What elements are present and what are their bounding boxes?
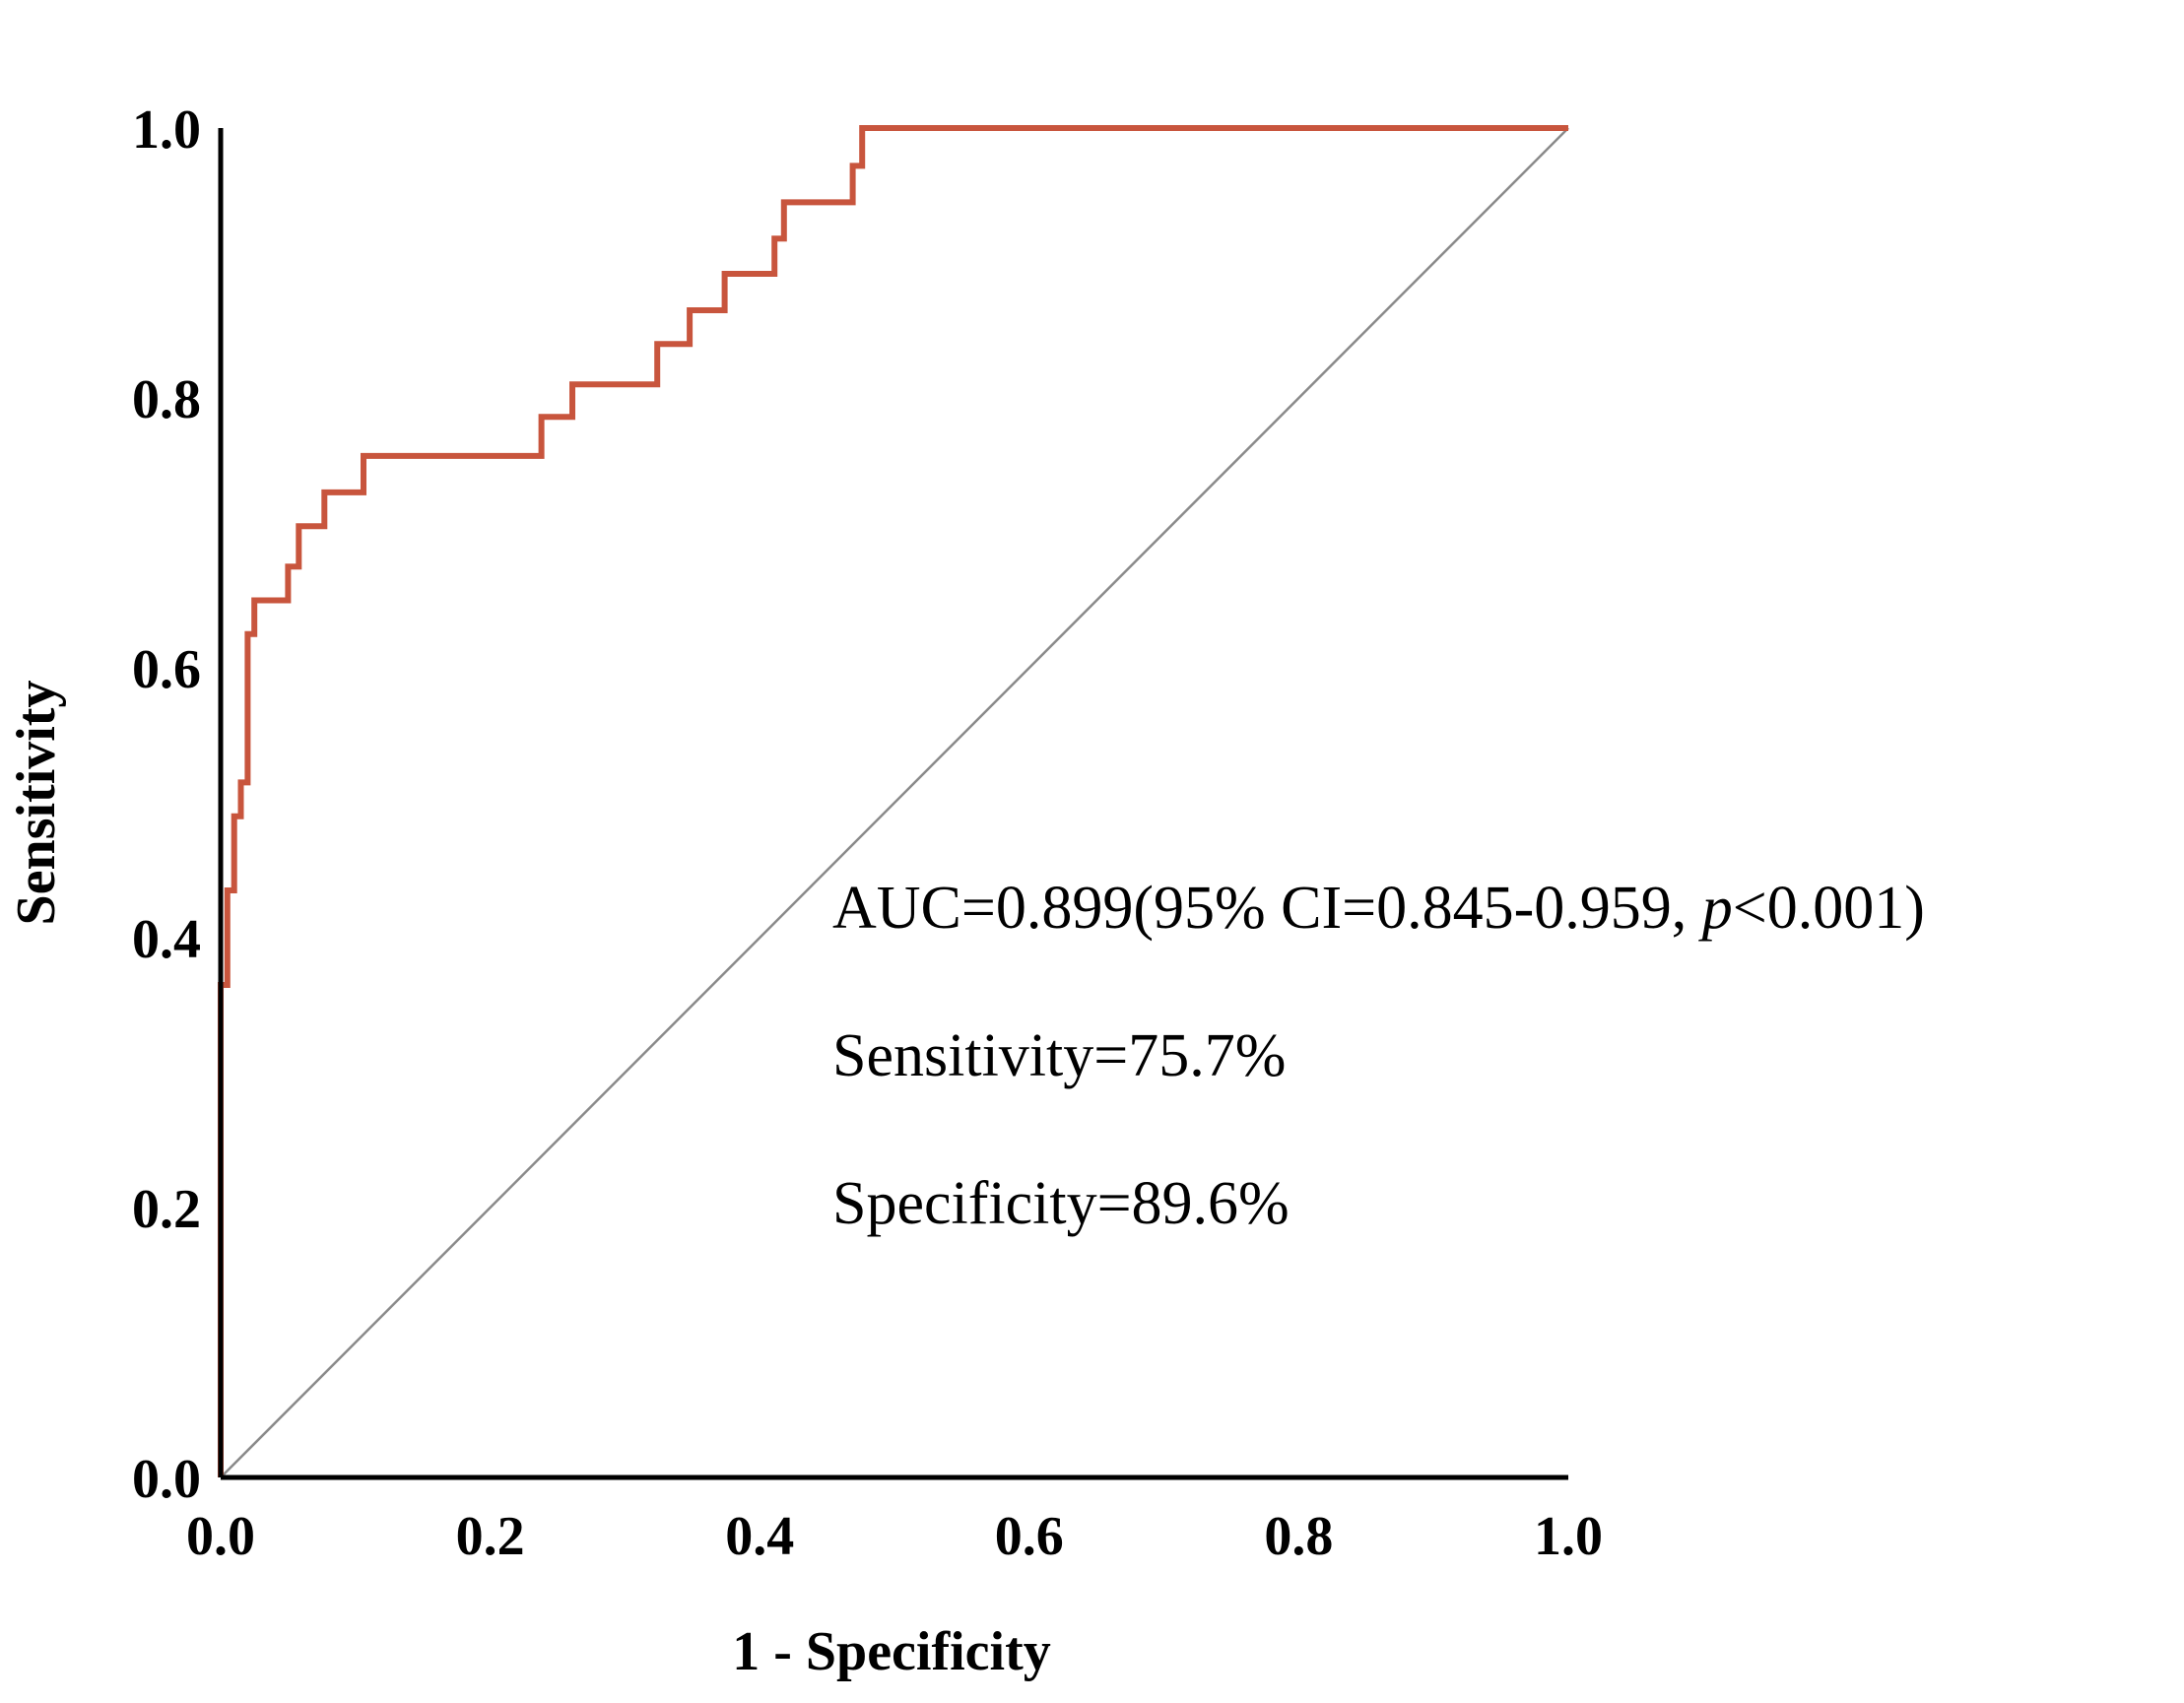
auc-annotation-suffix: <0.001) bbox=[1733, 875, 1925, 942]
y-axis-title: Sensitivity bbox=[6, 681, 67, 926]
x-axis-ticks: 0.0 0.2 0.4 0.6 0.8 1.0 bbox=[186, 1506, 1603, 1567]
roc-curve-line bbox=[218, 125, 1568, 1477]
auc-annotation-p: p bbox=[1698, 875, 1733, 942]
x-tick-label: 0.2 bbox=[456, 1506, 525, 1567]
y-tick-label: 1.0 bbox=[132, 99, 201, 161]
y-tick-label: 0.2 bbox=[132, 1179, 201, 1240]
reference-line bbox=[220, 127, 1569, 1478]
y-tick-label: 0.4 bbox=[132, 909, 201, 970]
sensitivity-annotation: Sensitivity=75.7% bbox=[832, 1022, 1286, 1089]
auc-annotation: AUC=0.899(95% CI=0.845-0.959, p<0.001) bbox=[832, 875, 1925, 942]
x-tick-label: 0.8 bbox=[1264, 1506, 1333, 1567]
auc-annotation-prefix: AUC=0.899(95% CI=0.845-0.959, bbox=[832, 875, 1702, 942]
specificity-annotation: Specificity=89.6% bbox=[832, 1170, 1290, 1237]
x-tick-label: 0.6 bbox=[995, 1506, 1064, 1567]
x-axis-title: 1 - Specificity bbox=[732, 1621, 1050, 1682]
x-tick-label: 0.0 bbox=[186, 1506, 255, 1567]
x-tick-label: 1.0 bbox=[1534, 1506, 1603, 1567]
y-tick-label: 0.6 bbox=[132, 639, 201, 700]
y-tick-label: 0.0 bbox=[132, 1449, 201, 1510]
x-tick-label: 0.4 bbox=[725, 1506, 794, 1567]
y-axis-ticks: 0.0 0.2 0.4 0.6 0.8 1.0 bbox=[132, 99, 201, 1510]
y-tick-label: 0.8 bbox=[132, 369, 201, 430]
